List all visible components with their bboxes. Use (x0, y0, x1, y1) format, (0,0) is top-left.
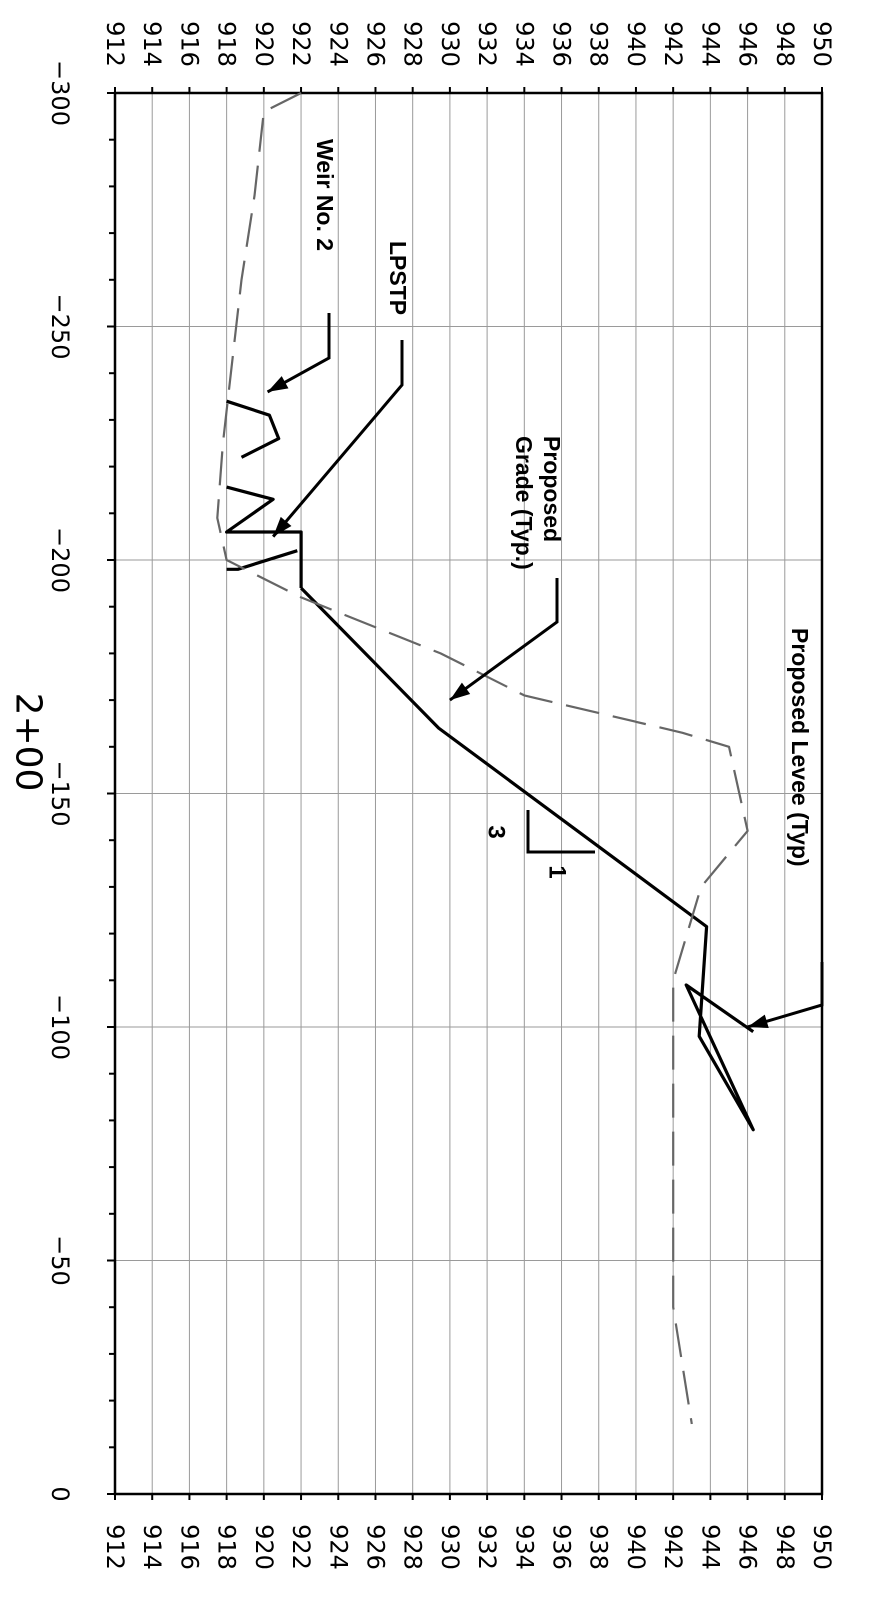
slope-triangle (526, 810, 595, 854)
elevation-tick-label-top: 920 (250, 21, 278, 67)
weir-label-text: Weir No. 2 (312, 139, 338, 251)
plot-frame (113, 91, 824, 1496)
weir-leader (266, 313, 331, 394)
elevation-tick-label-top: 946 (734, 21, 762, 67)
slope-run-label: 3 (483, 825, 510, 838)
station-tick-label: −200 (46, 527, 74, 593)
elevation-tick-label-bottom: 950 (808, 1524, 836, 1570)
elevation-tick-label-top: 948 (771, 21, 799, 67)
proposed-grade-leader (449, 578, 559, 702)
proposed-levee-label-text: Proposed Levee (Typ) (787, 628, 813, 867)
elevation-tick-label-top: 928 (399, 21, 427, 67)
proposed-profile-line (226, 549, 298, 571)
proposed-profile-line (299, 586, 755, 1132)
elevation-tick-label-top: 938 (585, 21, 613, 67)
elevation-tick-label-top: 932 (473, 21, 501, 67)
elevation-tick-label-top: 934 (510, 21, 538, 67)
elevation-tick-label-top: 950 (808, 21, 836, 67)
elevation-tick-label-bottom: 926 (361, 1524, 389, 1570)
elevation-tick-label-bottom: 914 (138, 1524, 166, 1570)
elevation-tick-label-bottom: 942 (659, 1524, 687, 1570)
plot-border (113, 91, 824, 1496)
station-tick-label: −150 (46, 761, 74, 827)
station-tick-label: −300 (46, 60, 74, 126)
elevation-tick-label-top: 942 (659, 21, 687, 67)
elevation-tick-label-top: 918 (213, 21, 241, 67)
elevation-tick-label-bottom: 940 (622, 1524, 650, 1570)
proposed-grade-label-text: Grade (Typ.) (511, 436, 537, 570)
elevation-tick-label-bottom: 920 (250, 1524, 278, 1570)
axis-labels: 912 912 914 914 916 916 918 918 920 920 922 922 924 9… (8, 21, 837, 1570)
elevation-tick-label-bottom: 922 (287, 1524, 315, 1570)
elevation-tick-label-top: 922 (287, 21, 315, 67)
elevation-tick-label-top: 916 (175, 21, 203, 67)
lpstp-leader (272, 340, 404, 538)
elevation-tick-label-top: 936 (548, 21, 576, 67)
proposed-levee-leader (747, 962, 824, 1029)
elevation-tick-label-bottom: 916 (175, 1524, 203, 1570)
station-tick-label: −50 (46, 1235, 74, 1286)
proposed-levee-arrowhead (747, 1014, 769, 1029)
elevation-tick-label-top: 926 (361, 21, 389, 67)
elevation-tick-label-bottom: 938 (585, 1524, 613, 1570)
proposed-grade-label-text: Proposed (539, 436, 565, 542)
profile-lines (216, 92, 755, 1425)
lpstp-arrowhead (273, 516, 292, 537)
station-tick-label: 0 (46, 1486, 74, 1501)
elevation-tick-label-bottom: 936 (548, 1524, 576, 1570)
proposed-profile-line (226, 399, 281, 459)
proposed-grade-arrowhead (449, 682, 471, 701)
elevation-tick-label-bottom: 944 (696, 1524, 724, 1570)
proposed-profile-line (225, 485, 303, 588)
elevation-tick-label-bottom: 934 (510, 1524, 538, 1570)
slope-rise-label: 1 (544, 865, 571, 878)
elevation-tick-label-bottom: 928 (399, 1524, 427, 1570)
elevation-tick-label-top: 944 (696, 21, 724, 67)
station-label: 2+00 (8, 693, 49, 792)
elevation-tick-label-bottom: 932 (473, 1524, 501, 1570)
lpstp-label-text: LPSTP (385, 241, 411, 315)
elevation-tick-label-top: 924 (324, 21, 352, 67)
elevation-tick-label-top: 912 (101, 21, 129, 67)
existing-ground-line (216, 92, 749, 1425)
elevation-tick-label-bottom: 930 (436, 1524, 464, 1570)
elevation-tick-label-bottom: 924 (324, 1524, 352, 1570)
elevation-tick-label-bottom: 948 (771, 1524, 799, 1570)
weir-arrowhead (267, 376, 289, 392)
elevation-tick-label-bottom: 918 (213, 1524, 241, 1570)
elevation-tick-label-bottom: 946 (734, 1524, 762, 1570)
elevation-tick-label-top: 940 (622, 21, 650, 67)
elevation-tick-label-bottom: 912 (101, 1524, 129, 1570)
elevation-tick-label-top: 914 (138, 21, 166, 67)
station-tick-label: −100 (46, 994, 74, 1060)
elevation-tick-label-top: 930 (436, 21, 464, 67)
station-tick-label: −250 (46, 294, 74, 360)
